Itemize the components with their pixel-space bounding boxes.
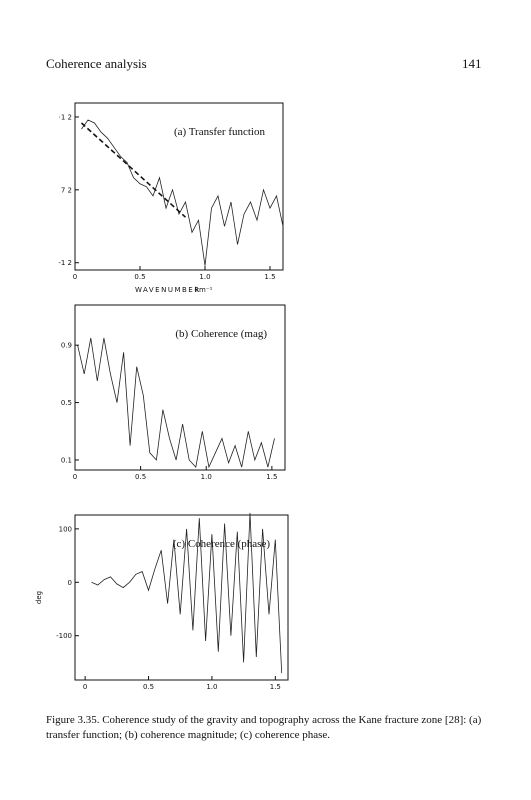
plot-frame [74, 102, 284, 271]
figure: 0 0.5 1.0 1.5 ·1 2 7 2 -1 2 (a) Transfer functi… [35, 102, 289, 691]
data-line [91, 512, 283, 674]
x-tick-label: 1.5 [264, 273, 275, 281]
x-tick-label: 0 [73, 473, 77, 481]
x-tick-label: 0 [73, 273, 77, 281]
caption: Figure 3.35. Coherence study of the grav… [46, 714, 482, 741]
page-number: 141 [462, 56, 482, 71]
y-tick-label: -100 [56, 632, 72, 640]
data-line [77, 337, 275, 469]
x-axis-unit: km⁻¹ [195, 286, 213, 294]
x-tick-label: 1.5 [270, 683, 281, 691]
x-axis-label: WAVENUMBER [135, 286, 201, 294]
y-tick-label: 100 [59, 525, 72, 533]
x-tick-label: 0.5 [143, 683, 154, 691]
panel-title: (c) Coherence (phase) [173, 538, 270, 550]
x-tick-label: 1.0 [201, 473, 212, 481]
plot-frame [74, 514, 289, 681]
data-line [80, 122, 187, 218]
x-tick-label: 0 [83, 683, 87, 691]
data-line [81, 119, 284, 266]
y-tick-label: 0.1 [61, 456, 72, 464]
panel-title: (b) Coherence (mag) [175, 328, 267, 340]
x-tick-label: 1.5 [266, 473, 277, 481]
x-tick-label: 0.5 [135, 473, 146, 481]
x-tick-label: 1.0 [199, 273, 210, 281]
y-tick-label: 0.9 [61, 342, 72, 350]
panel-title: (a) Transfer function [174, 126, 266, 138]
plot-frame [74, 304, 286, 471]
x-tick-label: 0.5 [134, 273, 145, 281]
y-axis-label: deg [35, 591, 43, 604]
y-tick-label: 7 2 [61, 186, 72, 194]
y-tick-label: ·1 2 [59, 113, 72, 121]
x-tick-label: 1.0 [206, 683, 217, 691]
y-tick-label: 0 [68, 579, 72, 587]
y-tick-label: -1 2 [58, 259, 72, 267]
y-tick-label: 0.5 [61, 399, 72, 407]
running-head: Coherence analysis [46, 56, 147, 71]
